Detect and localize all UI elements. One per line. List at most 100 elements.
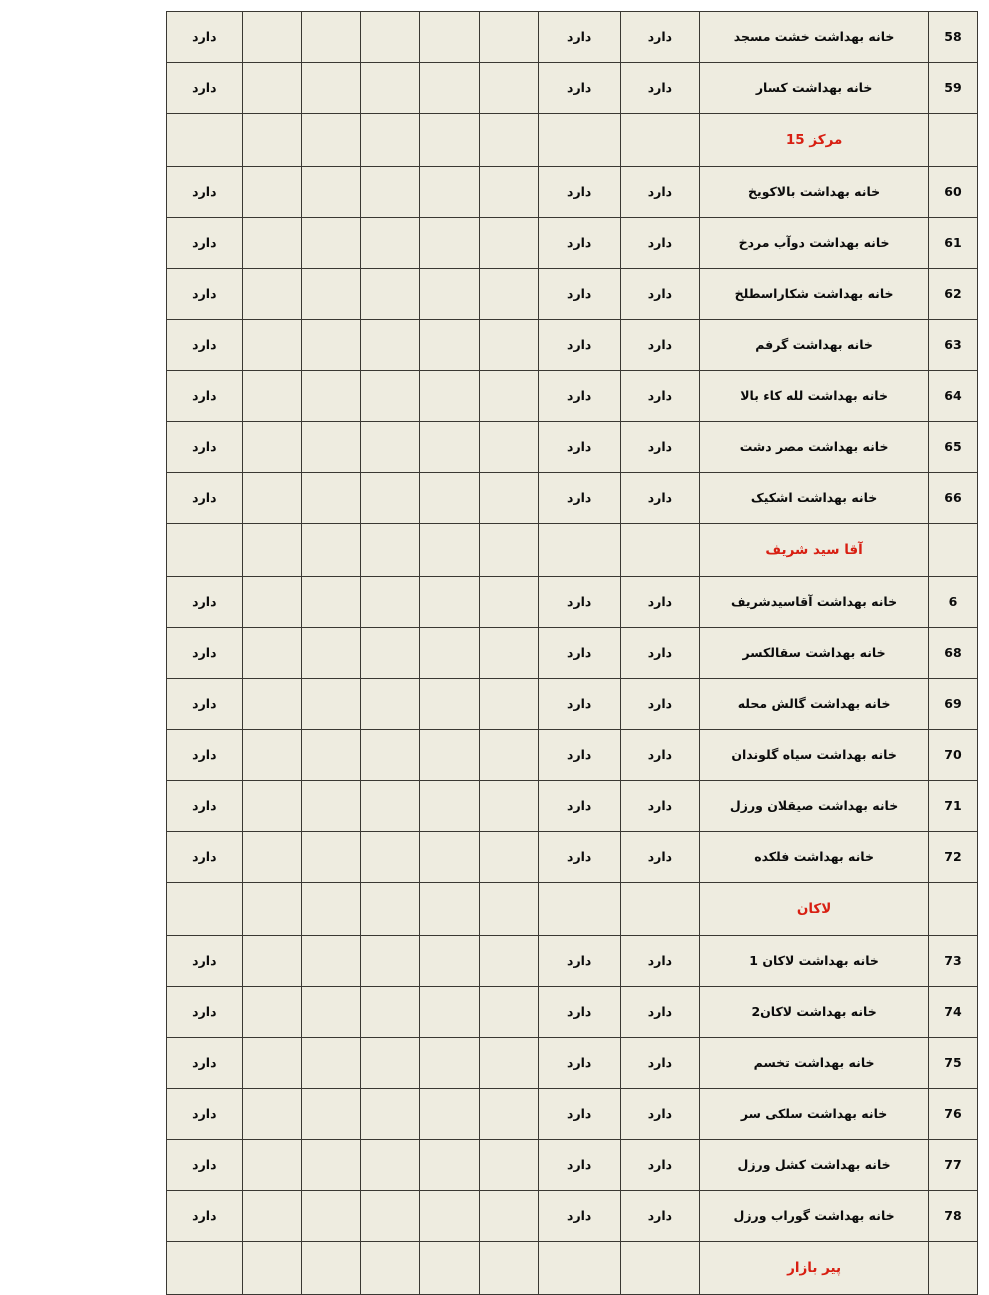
empty-cell-3 <box>360 831 421 883</box>
empty-cell-5 <box>241 986 302 1038</box>
section-title-cell: مرکز 15 <box>699 113 929 167</box>
table-row: 66 خانه بهداشت اشکیک دارد دارد دارد <box>166 472 979 524</box>
row-number-cell: 6 <box>927 576 979 628</box>
table-row: 64 خانه بهداشت لله کاء بالا دارد دارد دارد <box>166 370 979 422</box>
table-row: 70 خانه بهداشت سیاه گلوندان دارد دارد دارد <box>166 729 979 781</box>
status-cell-last: دارد <box>166 62 243 114</box>
status-cell-1: دارد <box>619 62 701 114</box>
empty-cell-1 <box>478 370 539 422</box>
empty-cell-3 <box>360 113 421 167</box>
status-cell-1: دارد <box>619 678 701 730</box>
row-number-cell <box>927 113 979 167</box>
status-cell-2: دارد <box>537 217 621 269</box>
empty-cell-3 <box>360 217 421 269</box>
status-cell-1: دارد <box>619 166 701 218</box>
health-facilities-table: 58 خانه بهداشت خشت مسجد دارد دارد دارد 59 خانه… <box>166 11 979 1295</box>
empty-cell-5 <box>241 1241 302 1295</box>
facility-name-cell: خانه بهداشت لاکان 1 <box>699 935 929 987</box>
status-cell-last: دارد <box>166 831 243 883</box>
empty-cell-2 <box>419 217 480 269</box>
status-cell-2: دارد <box>537 268 621 320</box>
empty-cell-5 <box>241 62 302 114</box>
facility-name-cell: خانه بهداشت سقالکسر <box>699 627 929 679</box>
row-number-cell: 65 <box>927 421 979 473</box>
empty-cell-1 <box>478 729 539 781</box>
facility-name-cell: خانه بهداشت کشل ورزل <box>699 1139 929 1191</box>
section-header-row: پیر بازار <box>166 1241 979 1295</box>
status-cell-last: دارد <box>166 1088 243 1140</box>
empty-cell-5 <box>241 1088 302 1140</box>
empty-cell-2 <box>419 678 480 730</box>
status-cell-last: دارد <box>166 268 243 320</box>
status-cell-1: دارد <box>619 576 701 628</box>
empty-cell-5 <box>241 113 302 167</box>
status-cell-1: دارد <box>619 935 701 987</box>
empty-cell-2 <box>419 319 480 371</box>
empty-cell-4 <box>300 986 362 1038</box>
status-cell-last: دارد <box>166 678 243 730</box>
row-number-cell: 58 <box>927 11 979 63</box>
empty-cell-1 <box>478 576 539 628</box>
empty-cell-3 <box>360 1088 421 1140</box>
empty-cell-4 <box>300 576 362 628</box>
row-number-cell: 68 <box>927 627 979 679</box>
status-cell-2: دارد <box>537 780 621 832</box>
facility-name-cell: خانه بهداشت سیاه گلوندان <box>699 729 929 781</box>
empty-cell-2 <box>419 935 480 987</box>
row-number-cell: 71 <box>927 780 979 832</box>
section-title-cell: لاکان <box>699 882 929 936</box>
status-cell-1: دارد <box>619 472 701 524</box>
status-cell-last: دارد <box>166 780 243 832</box>
status-cell-1: دارد <box>619 1139 701 1191</box>
status-cell-last <box>166 113 243 167</box>
status-cell-1: دارد <box>619 627 701 679</box>
facility-name-cell: خانه بهداشت آقاسیدشریف <box>699 576 929 628</box>
status-cell-2: دارد <box>537 678 621 730</box>
empty-cell-2 <box>419 1088 480 1140</box>
empty-cell-1 <box>478 1190 539 1242</box>
empty-cell-2 <box>419 268 480 320</box>
row-number-cell: 61 <box>927 217 979 269</box>
facility-name-cell: خانه بهداشت کسار <box>699 62 929 114</box>
facility-name-cell: خانه بهداشت اشکیک <box>699 472 929 524</box>
status-cell-1: دارد <box>619 831 701 883</box>
empty-cell-1 <box>478 472 539 524</box>
empty-cell-1 <box>478 986 539 1038</box>
facility-name-cell: خانه بهداشت گرفم <box>699 319 929 371</box>
status-cell-last: دارد <box>166 1139 243 1191</box>
empty-cell-5 <box>241 1037 302 1089</box>
empty-cell-5 <box>241 678 302 730</box>
empty-cell-5 <box>241 831 302 883</box>
facility-name-cell: خانه بهداشت بالاکویخ <box>699 166 929 218</box>
empty-cell-1 <box>478 113 539 167</box>
status-cell-last: دارد <box>166 472 243 524</box>
empty-cell-3 <box>360 935 421 987</box>
row-number-cell: 59 <box>927 62 979 114</box>
status-cell-2: دارد <box>537 11 621 63</box>
empty-cell-3 <box>360 472 421 524</box>
empty-cell-1 <box>478 1037 539 1089</box>
status-cell-2: دارد <box>537 319 621 371</box>
empty-cell-3 <box>360 268 421 320</box>
empty-cell-1 <box>478 678 539 730</box>
empty-cell-3 <box>360 319 421 371</box>
empty-cell-5 <box>241 166 302 218</box>
row-number-cell: 69 <box>927 678 979 730</box>
empty-cell-4 <box>300 627 362 679</box>
empty-cell-2 <box>419 472 480 524</box>
table-row: 75 خانه بهداشت تخسم دارد دارد دارد <box>166 1037 979 1089</box>
status-cell-last: دارد <box>166 1037 243 1089</box>
status-cell-last: دارد <box>166 576 243 628</box>
status-cell-last <box>166 523 243 577</box>
empty-cell-5 <box>241 421 302 473</box>
empty-cell-5 <box>241 935 302 987</box>
status-cell-1: دارد <box>619 986 701 1038</box>
empty-cell-5 <box>241 627 302 679</box>
status-cell-1: دارد <box>619 217 701 269</box>
status-cell-1: دارد <box>619 11 701 63</box>
facility-name-cell: خانه بهداشت مصر دشت <box>699 421 929 473</box>
table-row: 59 خانه بهداشت کسار دارد دارد دارد <box>166 62 979 114</box>
empty-cell-1 <box>478 831 539 883</box>
empty-cell-2 <box>419 370 480 422</box>
row-number-cell <box>927 523 979 577</box>
